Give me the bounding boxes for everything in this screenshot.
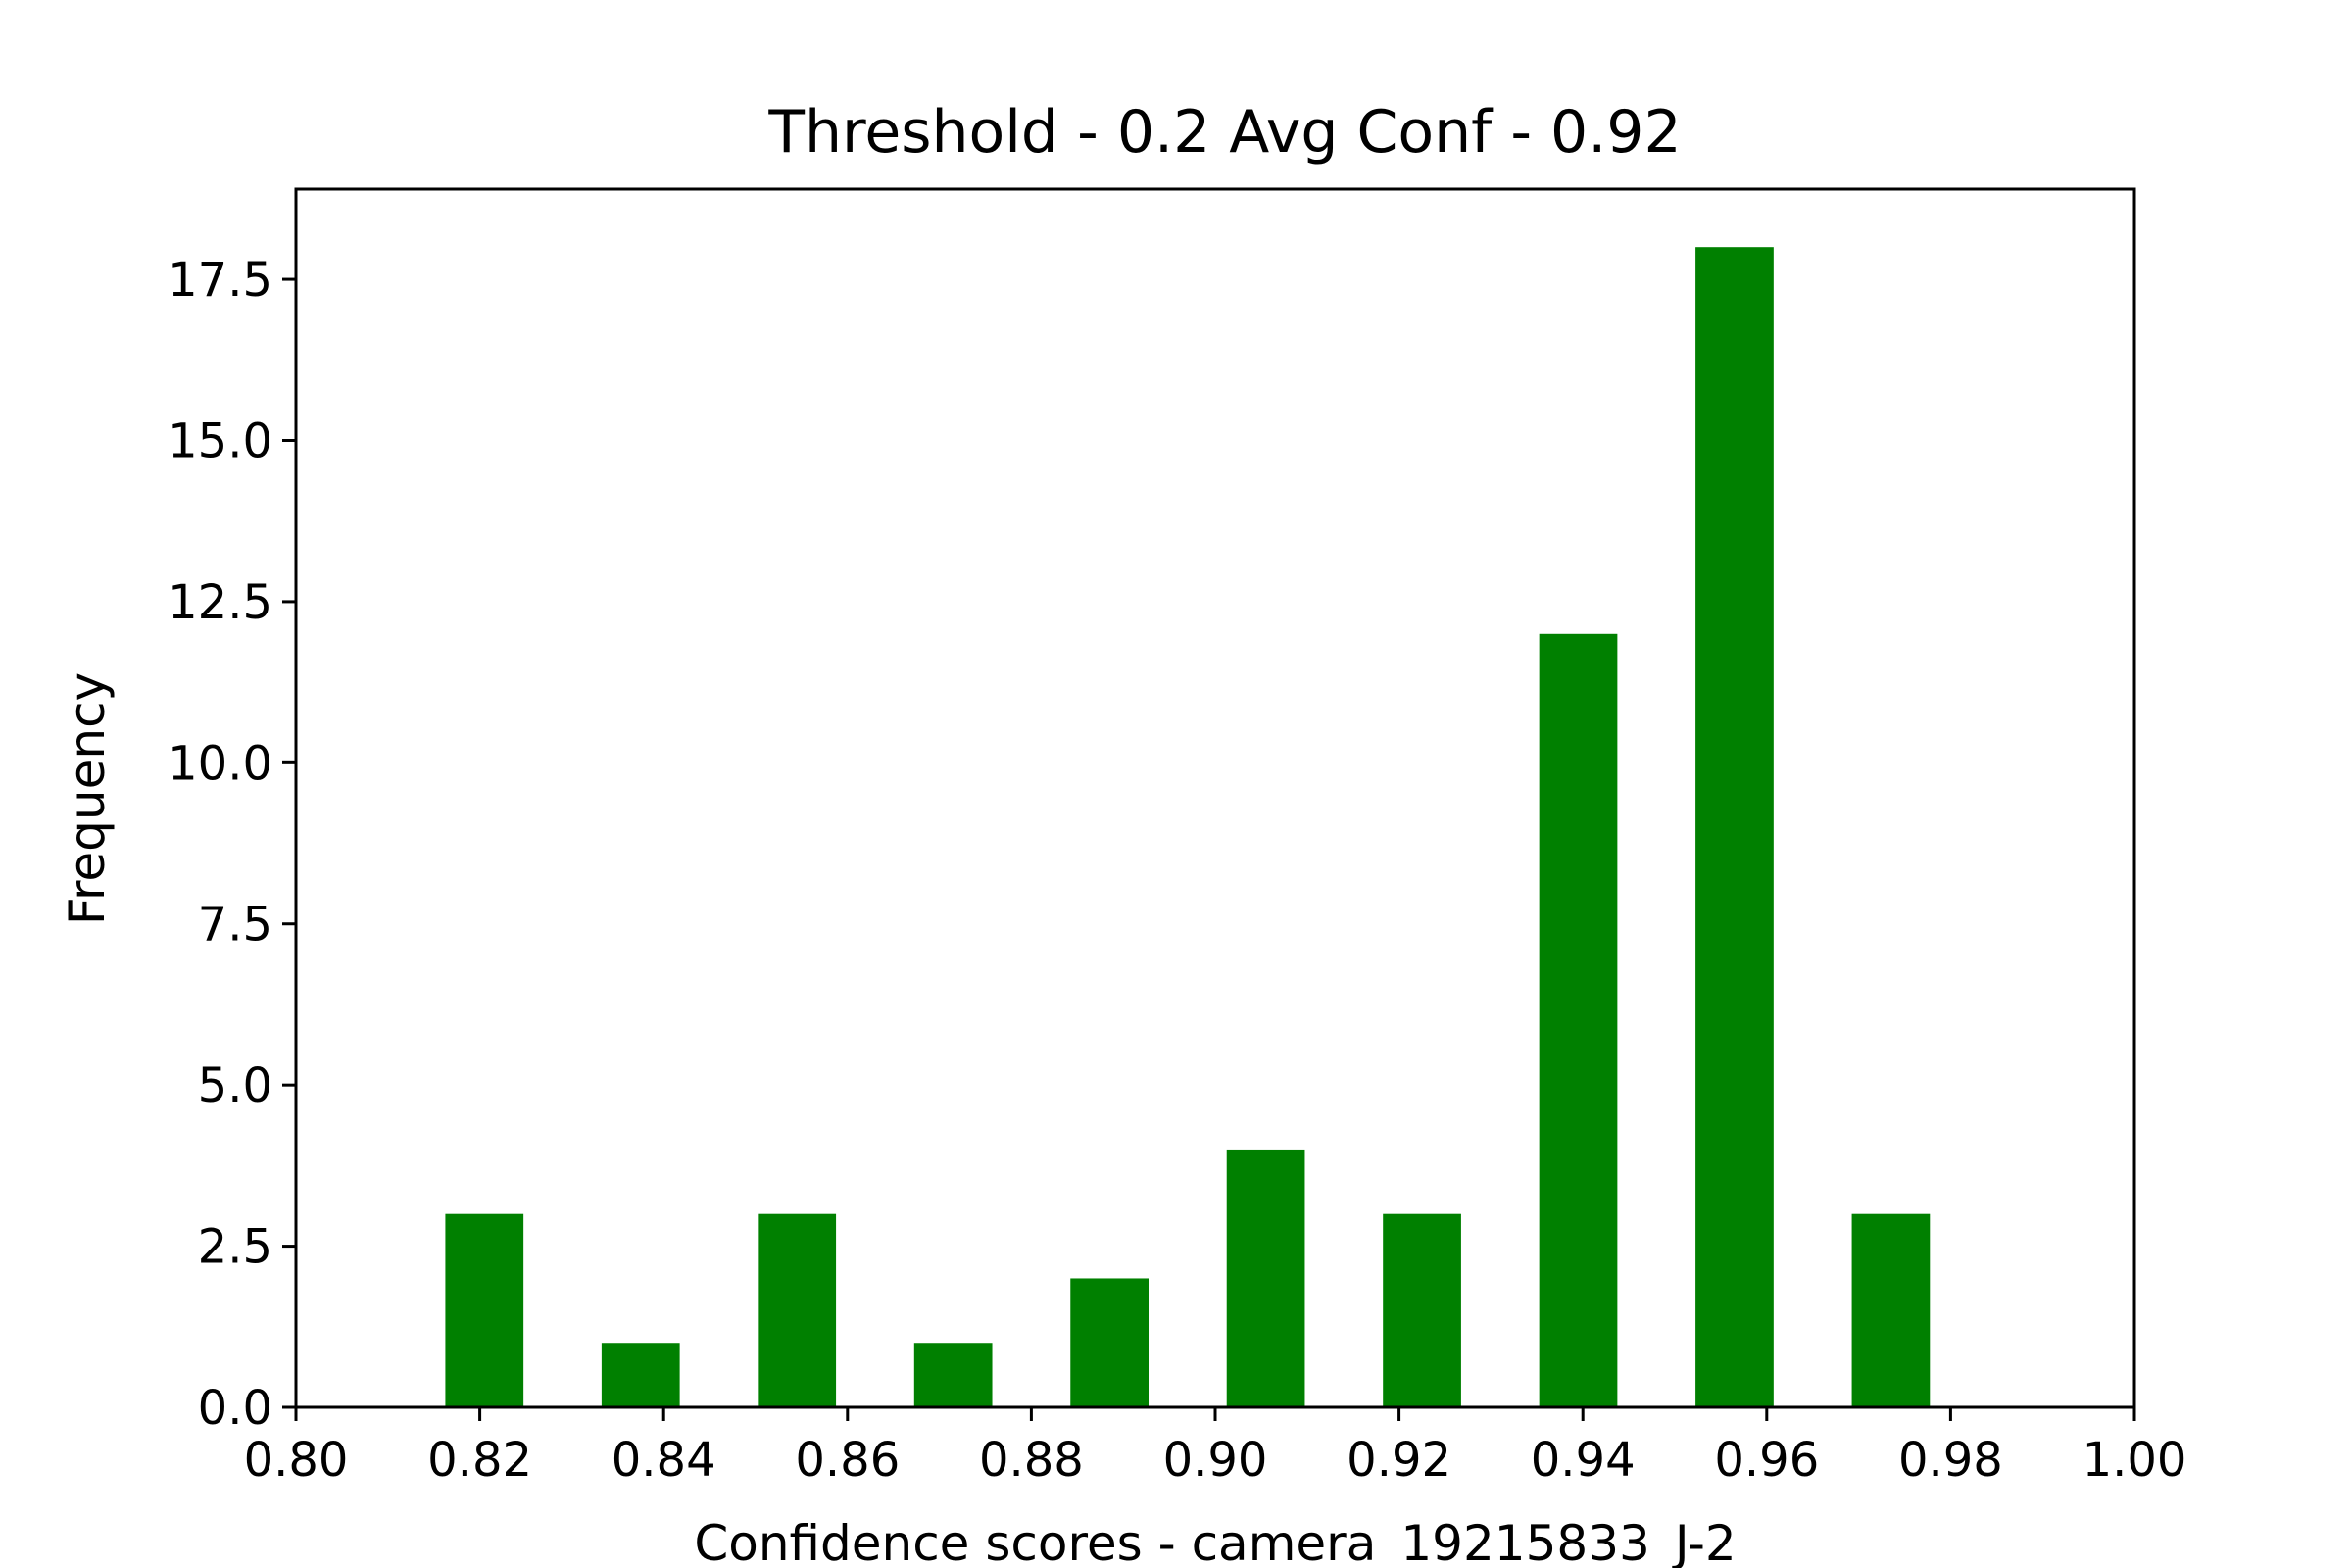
x-tick-label-10: 1.00 bbox=[2082, 1433, 2187, 1488]
y-tick-label-4: 10.0 bbox=[168, 736, 272, 791]
bar-9 bbox=[1851, 1213, 1931, 1407]
chart-title: Threshold - 0.2 Avg Conf - 0.92 bbox=[767, 98, 1681, 167]
x-tick-label-0: 0.80 bbox=[244, 1433, 349, 1488]
y-tick-label-5: 12.5 bbox=[168, 575, 272, 630]
y-tick-label-7: 17.5 bbox=[168, 253, 272, 308]
x-tick-label-5: 0.90 bbox=[1163, 1433, 1268, 1488]
y-tick-label-3: 7.5 bbox=[198, 898, 272, 953]
bar-3 bbox=[913, 1343, 993, 1407]
x-tick-label-1: 0.82 bbox=[427, 1433, 532, 1488]
y-tick-label-2: 5.0 bbox=[198, 1058, 272, 1113]
bar-6 bbox=[1383, 1213, 1461, 1407]
x-tick-label-7: 0.94 bbox=[1531, 1433, 1636, 1488]
bar-7 bbox=[1539, 633, 1618, 1407]
y-tick-label-0: 0.0 bbox=[198, 1381, 272, 1436]
bar-5 bbox=[1226, 1149, 1305, 1407]
x-tick-label-4: 0.88 bbox=[979, 1433, 1084, 1488]
y-tick-label-1: 2.5 bbox=[198, 1220, 272, 1275]
x-tick-label-9: 0.98 bbox=[1898, 1433, 2003, 1488]
bar-8 bbox=[1695, 247, 1774, 1408]
y-tick-label-6: 15.0 bbox=[168, 414, 272, 468]
bar-4 bbox=[1070, 1278, 1149, 1407]
bar-1 bbox=[601, 1343, 680, 1407]
bars-group bbox=[445, 247, 1931, 1408]
bar-0 bbox=[445, 1213, 524, 1407]
x-axis-ticks: 0.80 0.82 0.84 0.86 0.88 0.90 0.92 0.94 0.96 0.98… bbox=[244, 1407, 2187, 1488]
x-axis-label: Confidence scores - camera_19215833_J-2 bbox=[694, 1515, 1736, 1568]
x-tick-label-3: 0.86 bbox=[795, 1433, 900, 1488]
bar-2 bbox=[758, 1213, 837, 1407]
x-tick-label-8: 0.96 bbox=[1714, 1433, 1819, 1488]
x-tick-label-2: 0.84 bbox=[612, 1433, 716, 1488]
y-axis-ticks: 0.0 2.5 5.0 7.5 10.0 12.5 15.0 17.5 bbox=[168, 253, 296, 1436]
y-axis-label: Frequency bbox=[59, 672, 116, 925]
x-tick-label-6: 0.92 bbox=[1347, 1433, 1451, 1488]
